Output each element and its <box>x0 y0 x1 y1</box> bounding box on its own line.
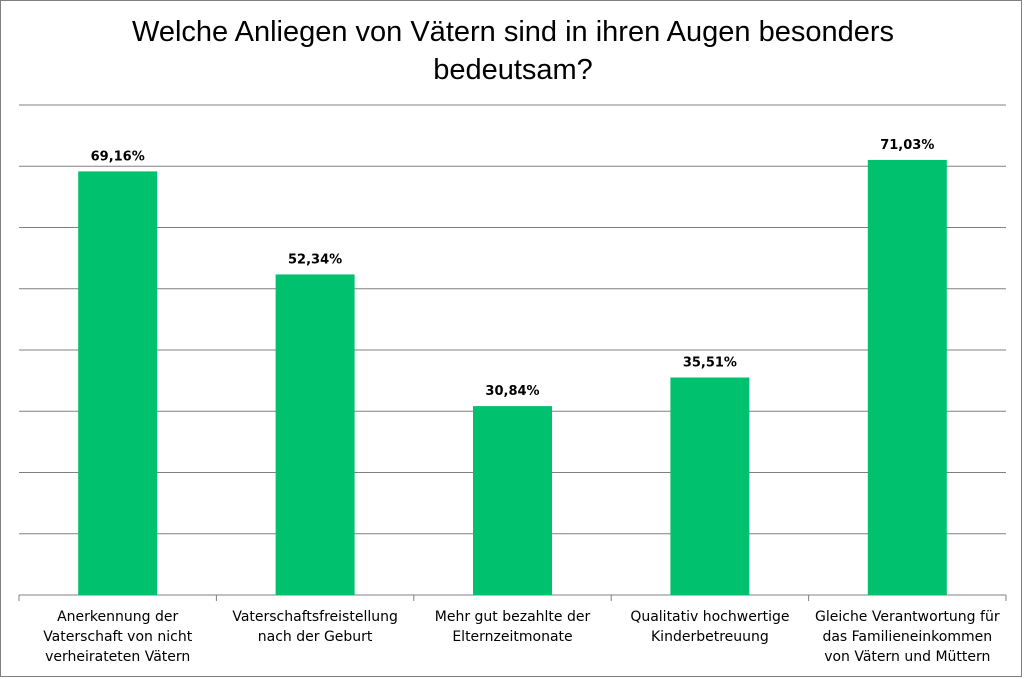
bar-5 <box>867 159 947 595</box>
category-label-2: Vaterschaftsfreistellung nach der Geburt <box>232 609 398 645</box>
data-label-4: 35,51% <box>683 356 737 371</box>
bar-2 <box>275 274 355 595</box>
bar-4 <box>670 377 750 595</box>
bar-1 <box>78 171 158 595</box>
data-label-5: 71,03% <box>880 138 934 153</box>
bar-3 <box>473 406 552 595</box>
category-label-4: Qualitativ hochwertige Kinderbetreuung <box>630 609 790 645</box>
category-label-3: Mehr gut bezahlte der Elternzeitmonate <box>434 609 591 645</box>
data-label-2: 52,34% <box>288 252 342 267</box>
chart-title: Welche Anliegen von Vätern sind in ihren… <box>131 16 895 86</box>
category-label-1: Anerkennung der Vaterschaft von nicht ve… <box>43 609 193 665</box>
data-label-1: 69,16% <box>91 149 145 164</box>
data-label-3: 30,84% <box>485 384 539 399</box>
category-label-5: Gleiche Verantwortung für das Familienei… <box>815 609 1000 665</box>
